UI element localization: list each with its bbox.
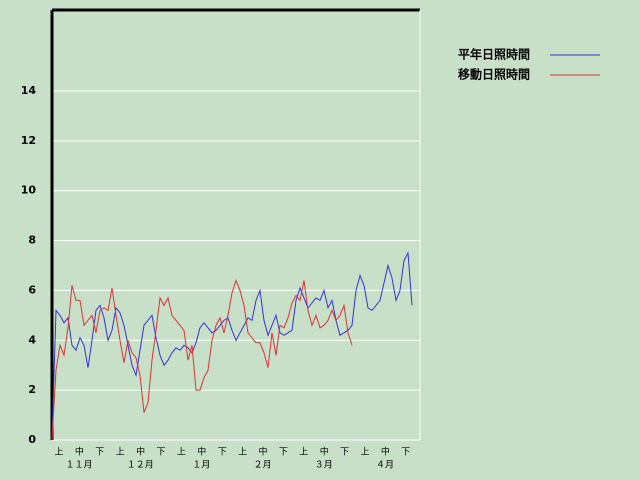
legend-label: 平年日照時間: [458, 47, 530, 62]
x-tick-label: 上: [54, 447, 63, 458]
month-label: １月: [192, 460, 210, 471]
y-tick-label: 4: [28, 333, 36, 346]
x-tick-label: 中: [258, 446, 267, 458]
y-tick-label: 10: [21, 184, 37, 197]
y-tick-label: 12: [21, 134, 36, 147]
x-tick-label: 下: [95, 448, 104, 458]
y-tick-label: 2: [28, 383, 36, 396]
series-line: [51, 251, 413, 441]
month-label: １２月: [127, 460, 154, 471]
x-tick-label: 上: [238, 447, 247, 458]
series-line: [51, 278, 353, 441]
month-label: ３月: [315, 460, 333, 471]
x-tick-label: 下: [279, 448, 288, 458]
month-label: ２月: [254, 460, 272, 471]
x-tick-label: 上: [177, 447, 186, 458]
y-tick-label: 6: [28, 283, 36, 296]
x-tick-label: 中: [320, 446, 329, 458]
legend-label: 移動日照時間: [458, 67, 530, 82]
x-tick-label: 下: [401, 448, 410, 458]
x-tick-label: 上: [299, 447, 308, 458]
x-tick-label: 中: [381, 446, 390, 458]
y-tick-label: 0: [28, 433, 36, 446]
x-tick-label: 下: [218, 448, 227, 458]
month-label: １１月: [65, 460, 92, 471]
x-tick-label: 下: [156, 448, 165, 458]
x-tick-label: 上: [360, 447, 369, 458]
x-tick-label: 中: [136, 446, 145, 458]
y-tick-label: 8: [28, 234, 36, 247]
x-tick-label: 下: [340, 448, 349, 458]
x-tick-label: 中: [75, 446, 84, 458]
x-tick-label: 上: [116, 447, 125, 458]
x-tick-label: 中: [197, 446, 206, 458]
month-label: ４月: [376, 460, 394, 471]
y-tick-label: 14: [21, 84, 37, 97]
